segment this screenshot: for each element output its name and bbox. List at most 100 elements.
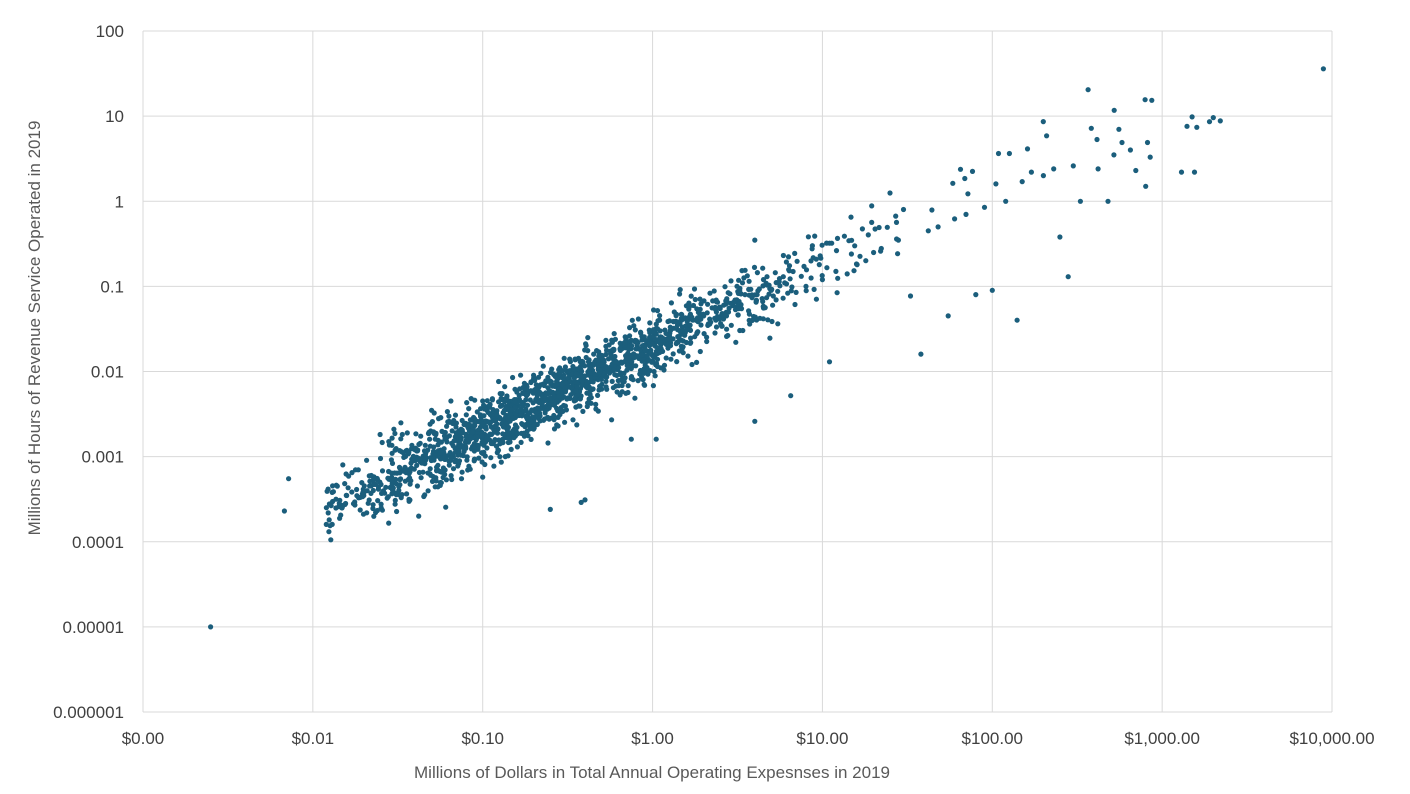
data-point (573, 404, 579, 410)
data-point (505, 398, 511, 404)
data-point (765, 317, 771, 323)
data-point (641, 370, 647, 376)
data-point (502, 384, 508, 390)
data-point (551, 412, 557, 419)
data-point (848, 214, 854, 220)
data-point (1191, 169, 1198, 175)
data-point (785, 290, 791, 296)
data-point (642, 382, 648, 388)
data-point (786, 263, 793, 269)
data-point (782, 280, 788, 286)
data-point (437, 479, 444, 486)
data-point (595, 358, 602, 364)
data-point (380, 488, 386, 494)
data-point (563, 407, 570, 413)
data-point (366, 473, 372, 479)
data-point (574, 422, 580, 428)
data-point (1105, 198, 1111, 204)
data-point (585, 348, 591, 354)
data-point (368, 490, 374, 496)
data-point (361, 489, 367, 495)
data-point (869, 219, 875, 225)
data-point (580, 408, 586, 414)
x-tick-label: $0.00 (122, 729, 165, 748)
data-point (763, 280, 769, 286)
data-point (554, 422, 560, 428)
data-point (505, 424, 512, 430)
data-point (713, 324, 720, 330)
data-point (674, 359, 680, 365)
data-point (413, 431, 419, 437)
data-point (429, 407, 435, 413)
data-point (342, 481, 348, 487)
data-point (472, 416, 478, 422)
data-point (768, 287, 774, 293)
data-point (1070, 163, 1076, 169)
data-point (721, 312, 727, 318)
data-point (378, 481, 384, 488)
data-point (645, 371, 651, 377)
data-point (539, 355, 545, 362)
data-point (386, 439, 392, 445)
data-point (871, 249, 877, 256)
data-point (788, 393, 794, 399)
data-point (442, 436, 448, 442)
data-point (691, 286, 698, 292)
data-point (593, 401, 599, 407)
data-point (505, 416, 511, 422)
data-point (489, 431, 495, 437)
data-point (722, 284, 728, 290)
data-point (739, 280, 746, 286)
data-point (505, 430, 512, 436)
data-point (504, 393, 510, 399)
data-point (734, 283, 740, 289)
data-point (446, 433, 452, 439)
data-point (666, 336, 672, 342)
data-point (981, 204, 988, 210)
data-point (404, 430, 410, 436)
data-point (895, 237, 902, 243)
data-point (787, 276, 793, 282)
data-point (792, 301, 798, 308)
data-point (330, 498, 336, 505)
data-point (540, 363, 546, 369)
data-point (803, 288, 809, 294)
data-point (367, 478, 373, 484)
data-point (475, 427, 481, 433)
data-point (281, 508, 287, 514)
data-point (793, 289, 799, 295)
data-point (444, 409, 450, 415)
data-point (639, 352, 645, 358)
data-point (1143, 183, 1149, 189)
data-point (746, 278, 752, 284)
data-point (753, 298, 759, 304)
data-point (505, 439, 511, 446)
data-point (1184, 123, 1190, 129)
data-point (1028, 169, 1034, 175)
data-point (603, 351, 609, 358)
data-point (425, 488, 431, 494)
data-point (962, 175, 968, 182)
data-point (430, 448, 437, 454)
data-point (480, 474, 486, 480)
data-point (780, 295, 786, 301)
data-point (614, 372, 620, 378)
data-point (441, 450, 447, 456)
data-point (385, 494, 391, 500)
data-point (973, 292, 979, 298)
data-point (683, 339, 690, 346)
data-point (635, 378, 641, 384)
data-point (637, 346, 643, 353)
data-point (396, 487, 402, 494)
data-point (571, 366, 577, 372)
data-point (412, 447, 418, 453)
data-point (425, 447, 431, 453)
data-point (561, 355, 567, 361)
data-point (587, 366, 593, 372)
data-point (496, 378, 502, 385)
data-point (688, 293, 694, 299)
data-point (547, 395, 553, 401)
data-point (379, 468, 386, 474)
y-tick-label: 0.1 (100, 277, 124, 296)
data-point (392, 501, 398, 507)
